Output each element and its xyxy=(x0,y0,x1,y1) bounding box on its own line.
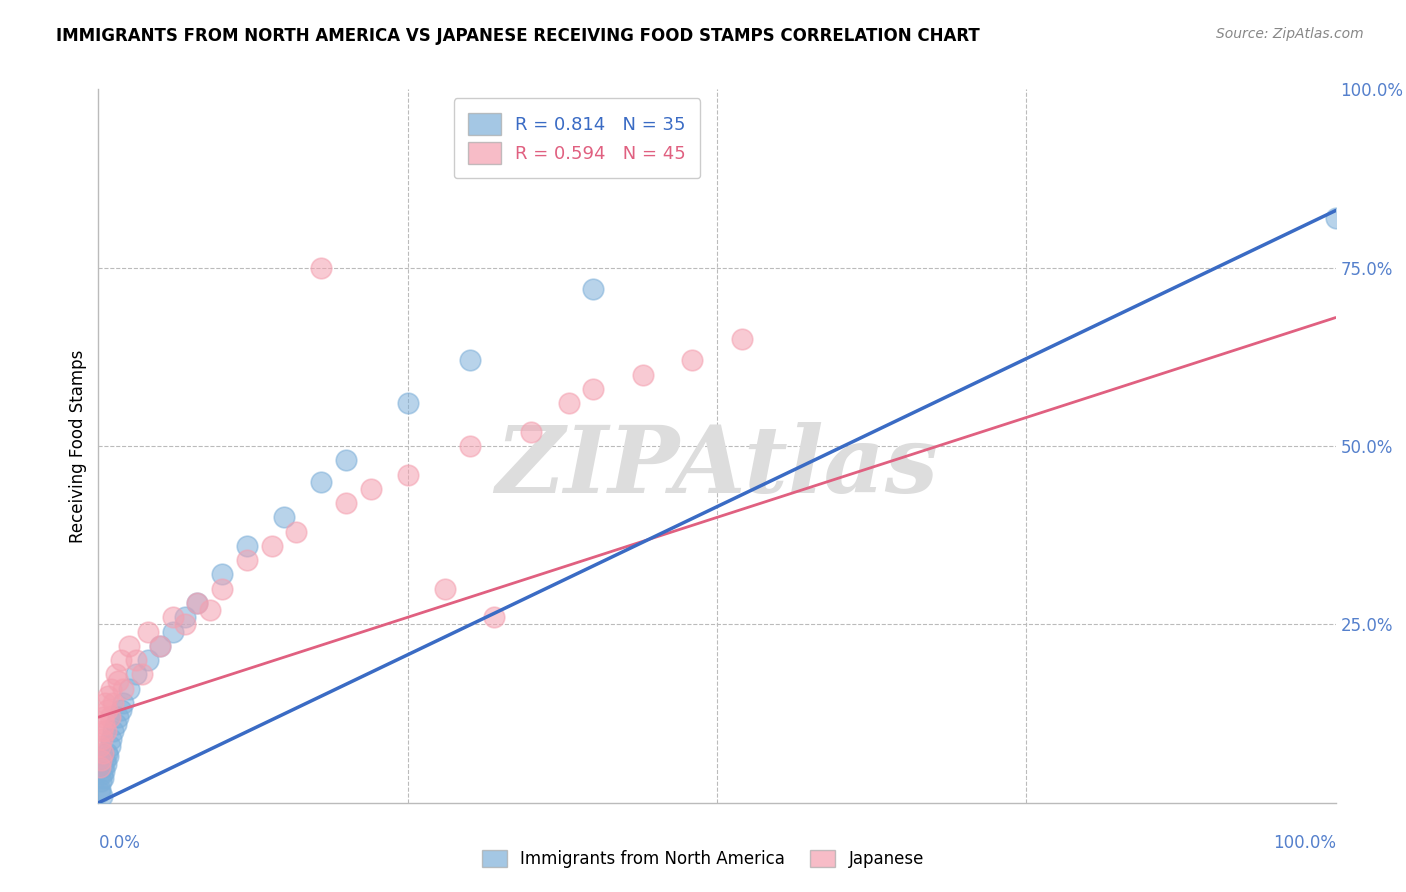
Point xyxy=(103,724,125,739)
Point xyxy=(93,760,115,774)
Point xyxy=(98,739,121,753)
Point xyxy=(582,282,605,296)
Point xyxy=(582,382,605,396)
Point xyxy=(112,681,135,696)
Point xyxy=(335,453,357,467)
Point xyxy=(211,582,233,596)
Point xyxy=(97,689,120,703)
Text: Source: ZipAtlas.com: Source: ZipAtlas.com xyxy=(1216,27,1364,41)
Point xyxy=(96,703,118,717)
Point xyxy=(91,767,114,781)
Point xyxy=(107,674,129,689)
Point xyxy=(484,610,506,624)
Point xyxy=(131,667,153,681)
Point xyxy=(731,332,754,346)
Point xyxy=(186,596,208,610)
Point xyxy=(90,753,112,767)
Point xyxy=(93,753,115,767)
Point xyxy=(89,760,111,774)
Point xyxy=(433,582,456,596)
Point xyxy=(458,353,481,368)
Point xyxy=(93,696,115,710)
Point xyxy=(162,624,184,639)
Point xyxy=(360,482,382,496)
Point xyxy=(98,710,121,724)
Text: IMMIGRANTS FROM NORTH AMERICA VS JAPANESE RECEIVING FOOD STAMPS CORRELATION CHAR: IMMIGRANTS FROM NORTH AMERICA VS JAPANES… xyxy=(56,27,980,45)
Point xyxy=(309,260,332,275)
Point xyxy=(557,396,579,410)
Point xyxy=(149,639,172,653)
Text: 0.0%: 0.0% xyxy=(98,834,141,852)
Point xyxy=(520,425,543,439)
Point xyxy=(91,771,114,785)
Point xyxy=(93,746,115,760)
Point xyxy=(211,567,233,582)
Point xyxy=(285,524,308,539)
Legend: Immigrants from North America, Japanese: Immigrants from North America, Japanese xyxy=(475,843,931,875)
Point xyxy=(107,710,129,724)
Point xyxy=(162,610,184,624)
Point xyxy=(104,717,127,731)
Text: ZIPAtlas: ZIPAtlas xyxy=(495,423,939,512)
Point xyxy=(198,603,221,617)
Point xyxy=(94,756,117,771)
Point xyxy=(1324,211,1347,225)
Point xyxy=(89,739,111,753)
Point xyxy=(273,510,295,524)
Point xyxy=(174,610,197,624)
Point xyxy=(631,368,654,382)
Point xyxy=(93,764,115,778)
Point xyxy=(91,731,114,746)
Point xyxy=(335,496,357,510)
Point xyxy=(174,617,197,632)
Point xyxy=(136,653,159,667)
Point xyxy=(118,681,141,696)
Point xyxy=(396,467,419,482)
Point xyxy=(458,439,481,453)
Legend: R = 0.814   N = 35, R = 0.594   N = 45: R = 0.814 N = 35, R = 0.594 N = 45 xyxy=(454,98,700,178)
Point xyxy=(93,717,115,731)
Point xyxy=(89,781,111,796)
Point xyxy=(94,724,117,739)
Point xyxy=(124,667,146,681)
Point xyxy=(100,731,122,746)
Point xyxy=(110,653,132,667)
Point xyxy=(97,749,120,764)
Point xyxy=(124,653,146,667)
Point xyxy=(236,539,259,553)
Point xyxy=(136,624,159,639)
Point xyxy=(681,353,703,368)
Text: 100.0%: 100.0% xyxy=(1272,834,1336,852)
Point xyxy=(149,639,172,653)
Point xyxy=(103,696,125,710)
Point xyxy=(118,639,141,653)
Point xyxy=(236,553,259,567)
Point xyxy=(396,396,419,410)
Point xyxy=(90,789,112,803)
Point xyxy=(260,539,283,553)
Point xyxy=(100,681,122,696)
Point xyxy=(110,703,132,717)
Point xyxy=(186,596,208,610)
Point xyxy=(91,710,114,724)
Point xyxy=(104,667,127,681)
Point xyxy=(90,774,112,789)
Point xyxy=(309,475,332,489)
Y-axis label: Receiving Food Stamps: Receiving Food Stamps xyxy=(69,350,87,542)
Point xyxy=(90,724,112,739)
Point xyxy=(96,746,118,760)
Point xyxy=(89,785,111,799)
Point xyxy=(112,696,135,710)
